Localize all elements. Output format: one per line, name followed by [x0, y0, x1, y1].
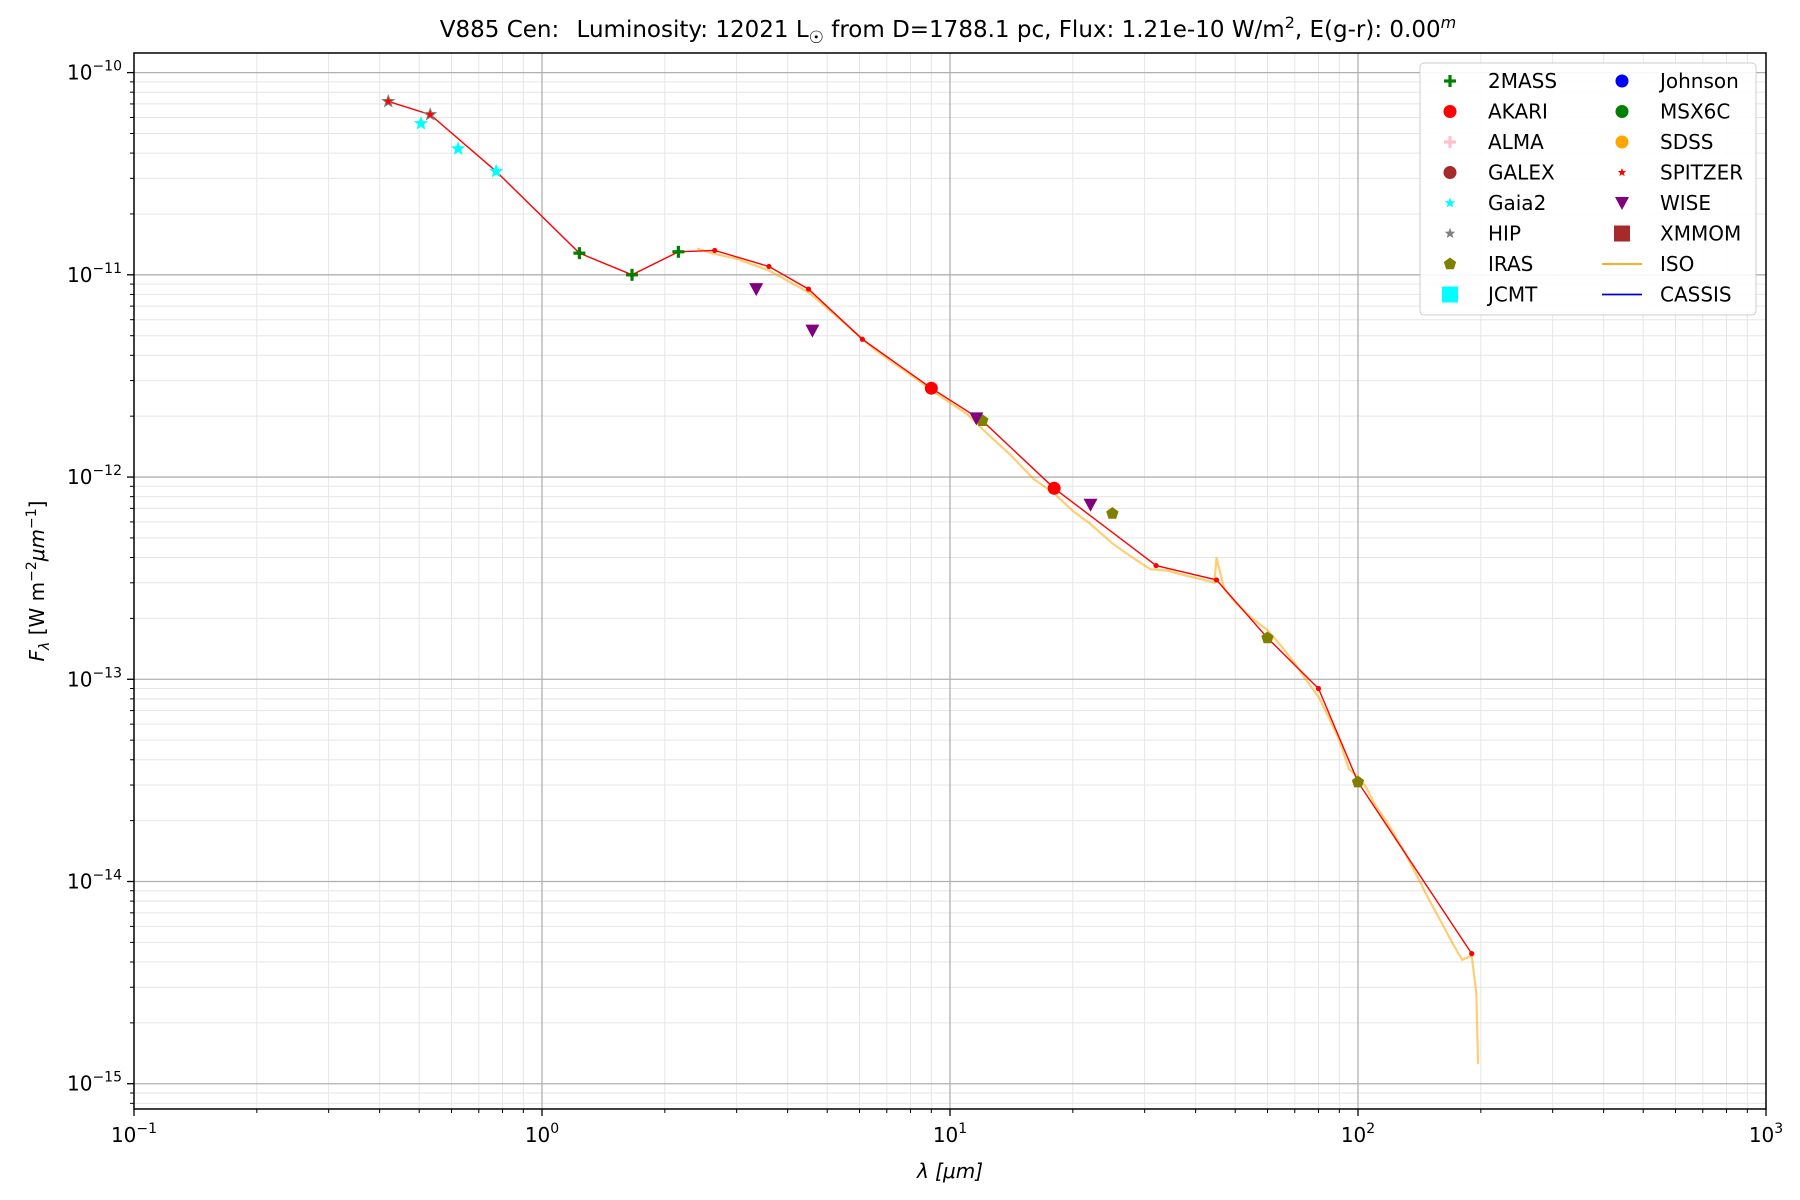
y-tick-label: 10−14: [67, 868, 122, 894]
legend-marker-2mass: [1444, 75, 1456, 87]
gaia2-point: [413, 116, 429, 130]
spitzer-point: [384, 96, 393, 106]
spitzer-point: [425, 110, 435, 119]
y-tick-label: 10−15: [67, 1070, 122, 1096]
legend-marker-msx6c: [1615, 105, 1629, 118]
legend-label-sdss: SDSS: [1660, 130, 1714, 154]
x-tick-label: 101: [933, 1121, 967, 1147]
gaia2-point: [451, 141, 466, 155]
legend-box: [1419, 62, 1757, 316]
gaia2-point: [489, 163, 504, 178]
legend-marker-akari: [1443, 105, 1457, 118]
x-tick-label: 103: [1749, 1121, 1783, 1147]
wise-point: [749, 283, 764, 297]
sed-fit-point: [805, 286, 812, 292]
sed-fit-point: [766, 263, 772, 270]
legend-label-johnson: Johnson: [1658, 69, 1739, 93]
y-tick-label: 10−11: [67, 261, 122, 287]
legend-label-hip: HIP: [1488, 222, 1521, 246]
legend-label-iras: IRAS: [1488, 252, 1533, 276]
legend-label-2mass: 2MASS: [1488, 69, 1557, 93]
legend-label-akari: AKARI: [1488, 100, 1548, 124]
x-tick-label: 10−1: [111, 1121, 157, 1147]
legend-marker-johnson: [1615, 74, 1629, 88]
sed-fit-point: [1153, 562, 1159, 569]
legend-label-cassis: CASSIS: [1660, 283, 1732, 307]
legend-marker-hip: [1444, 227, 1456, 239]
legend-label-msx6c: MSX6C: [1660, 100, 1730, 124]
2mass-point: [626, 268, 639, 281]
legend-marker-sdss: [1615, 135, 1629, 149]
photometry-markers: [381, 93, 1365, 788]
legend-marker-spitzer: [1617, 168, 1627, 177]
x-axis-label: λ [μm]: [916, 1159, 983, 1183]
x-axis-ticks: 10−1 100 101 102 103: [111, 1109, 1783, 1147]
legend-label-xmmom: XMMOM: [1660, 222, 1741, 246]
sed-fit-point: [1469, 951, 1475, 957]
legend-marker-gaia2: [1444, 197, 1456, 208]
y-axis-label: Fλ [W m−2μm−1]: [24, 501, 53, 662]
2mass-point: [573, 247, 586, 260]
y-tick-label: 10−10: [67, 59, 122, 85]
iras-point: [1261, 631, 1274, 644]
wise-point: [1083, 498, 1098, 512]
legend-marker-xmmom: [1614, 225, 1630, 242]
legend-marker-iras: [1443, 257, 1457, 270]
iras-point: [1351, 775, 1365, 788]
sed-fit-point: [712, 247, 718, 254]
y-tick-label: 10−13: [67, 665, 122, 691]
legend-marker-alma: [1444, 136, 1456, 148]
legend: 2MASS AKARI ALMA GALEX Gaia2 HIP IRAS JCMT Johns…: [1419, 62, 1757, 316]
chart-title: V885 Cen: Luminosity: 12021 L☉ from D=17…: [440, 13, 1456, 48]
y-axis-ticks: 10−10 10−11 10−12 10−13 10−14 10−15: [67, 59, 134, 1104]
legend-label-iso: ISO: [1660, 252, 1694, 276]
legend-label-wise: WISE: [1660, 191, 1711, 215]
wise-point: [969, 412, 984, 426]
iras-point: [1106, 507, 1119, 519]
legend-label-alma: ALMA: [1488, 130, 1544, 154]
sed-fit-point: [1315, 685, 1322, 692]
legend-label-galex: GALEX: [1488, 161, 1555, 185]
legend-marker-wise: [1615, 197, 1629, 210]
legend-marker-jcmt: [1442, 286, 1458, 303]
sed-fit-point: [859, 336, 866, 342]
legend-label-jcmt: JCMT: [1486, 283, 1538, 307]
y-tick-label: 10−12: [67, 463, 122, 489]
akari-point: [1047, 481, 1061, 495]
x-tick-label: 102: [1341, 1121, 1375, 1147]
wise-point: [805, 324, 820, 338]
sed-fit-point: [1213, 577, 1220, 583]
legend-label-spitzer: SPITZER: [1660, 161, 1743, 185]
legend-marker-galex: [1443, 166, 1457, 179]
akari-point: [924, 381, 938, 395]
x-tick-label: 100: [525, 1121, 559, 1147]
2mass-point: [672, 245, 685, 258]
legend-label-gaia2: Gaia2: [1488, 191, 1546, 215]
